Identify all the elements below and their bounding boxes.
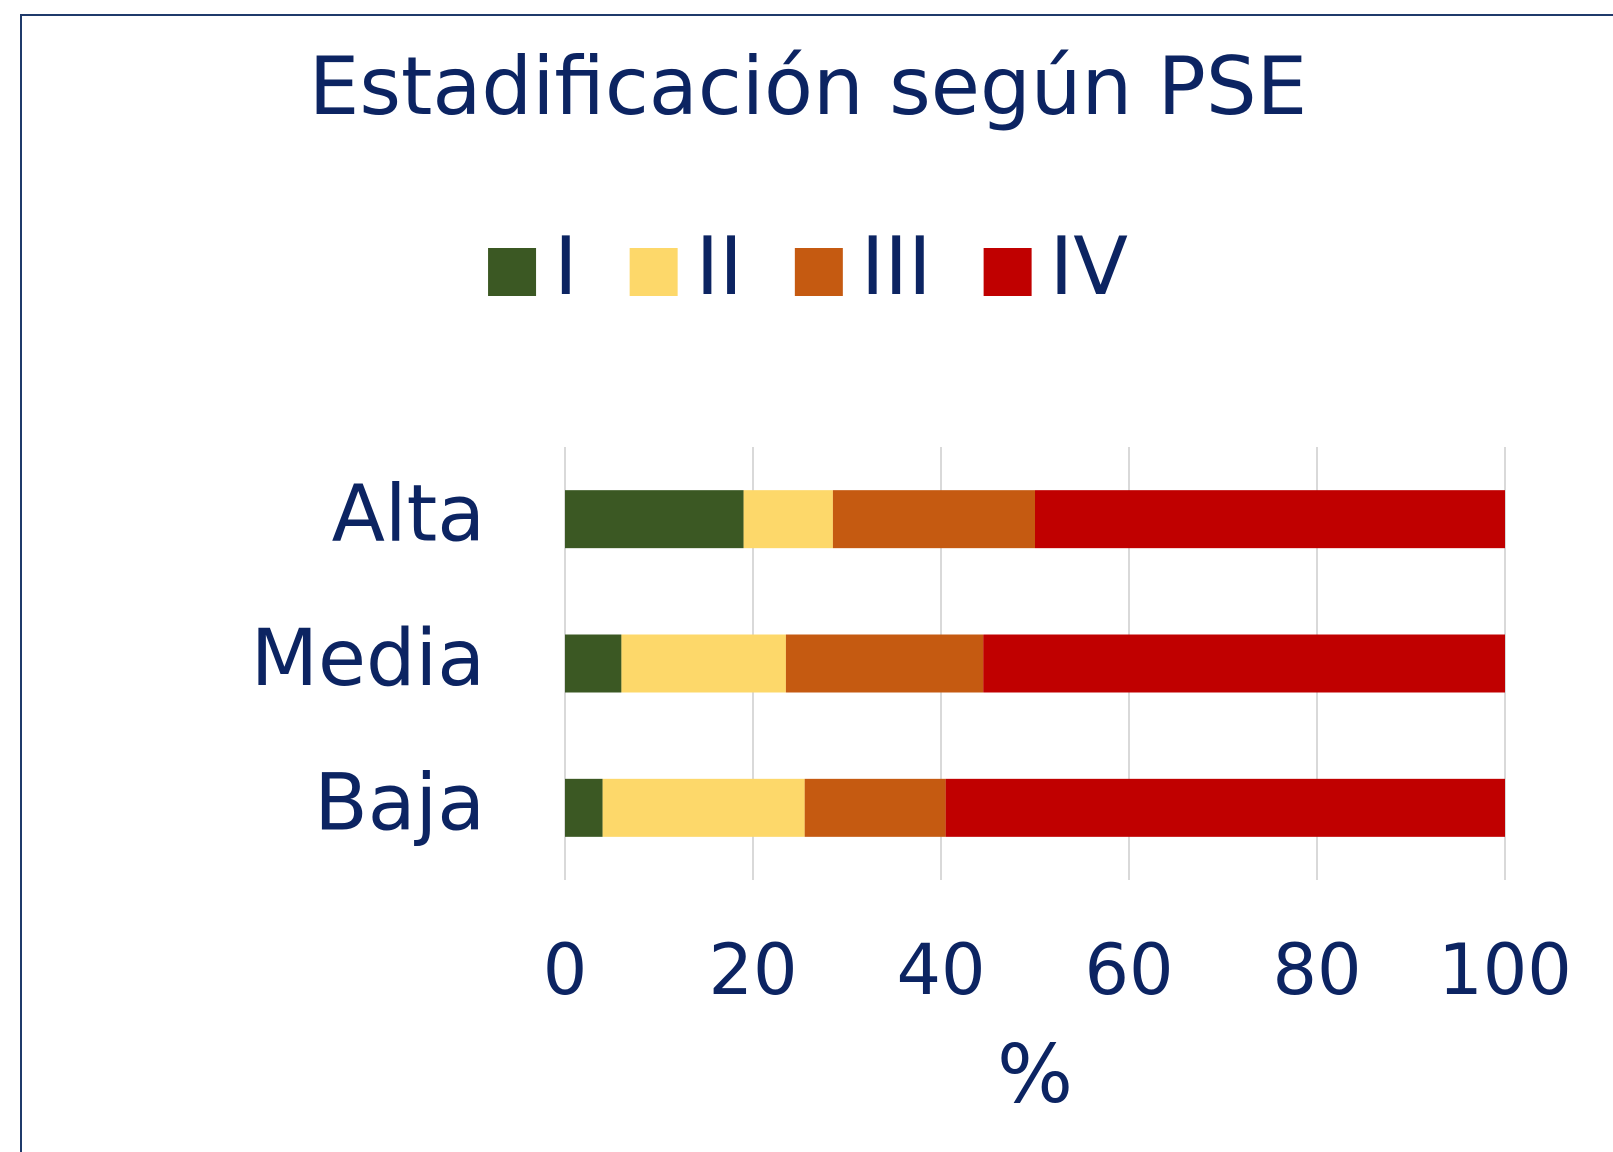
legend-label: IV [1050, 220, 1129, 313]
x-tick-label: 0 [543, 929, 588, 1011]
x-tick-label: 80 [1272, 929, 1361, 1011]
legend-label: II [696, 220, 743, 313]
legend-label: III [861, 220, 932, 313]
x-axis-label: % [997, 1028, 1073, 1121]
bar-segment [602, 778, 805, 837]
bar-segment [565, 490, 744, 549]
bar-segment [743, 490, 833, 549]
chart-title: Estadificación según PSE [309, 40, 1307, 133]
bar-segment [621, 634, 786, 693]
y-tick-label: Baja [314, 758, 485, 848]
y-tick-label: Alta [332, 470, 485, 560]
bar-segment [565, 634, 622, 693]
x-tick-label: 40 [896, 929, 985, 1011]
bar-segment [945, 778, 1505, 837]
bar-segment [832, 490, 1035, 549]
x-tick-label: 60 [1084, 929, 1173, 1011]
bar-segment [565, 778, 603, 837]
x-tick-label: 100 [1438, 929, 1572, 1011]
legend-swatch [629, 248, 678, 296]
x-tick-label: 20 [708, 929, 797, 1011]
chart-frame [20, 14, 1613, 1152]
legend-swatch [794, 248, 843, 296]
legend-swatch [488, 248, 537, 296]
bar-segment [804, 778, 946, 837]
y-tick-label: Media [251, 614, 485, 704]
bar-segment [1035, 490, 1505, 549]
bar-segment [983, 634, 1505, 693]
legend-label: I [554, 220, 578, 313]
bar-segment [785, 634, 984, 693]
legend-swatch [983, 248, 1032, 296]
